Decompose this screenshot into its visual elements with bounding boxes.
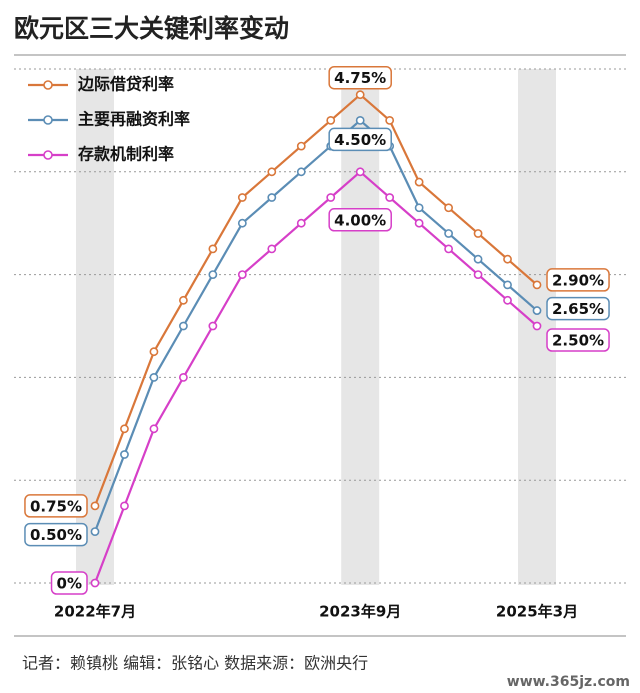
data-point: [473, 254, 483, 264]
value-label: 0.50%: [24, 522, 88, 547]
value-label-text: 2.50%: [552, 332, 604, 350]
data-point: [237, 193, 247, 202]
x-tick-label: 2022年7月: [54, 603, 136, 621]
data-point: [503, 254, 512, 264]
value-label: 0.75%: [24, 494, 88, 518]
value-label: 4.50%: [328, 127, 392, 152]
x-tick-label: 2023年9月: [319, 603, 401, 621]
x-tick-label: 2025年3月: [496, 603, 578, 621]
value-label-text: 4.00%: [334, 211, 386, 229]
value-label-text: 4.50%: [334, 131, 386, 149]
data-point: [296, 167, 306, 177]
data-point: [237, 270, 247, 279]
value-label-text: 2.65%: [552, 300, 604, 318]
data-point: [267, 244, 277, 254]
data-point: [532, 280, 542, 290]
watermark: www.365jz.com: [507, 674, 630, 690]
data-point: [414, 218, 424, 228]
value-label-text: 0.50%: [30, 526, 82, 544]
series-line: [93, 170, 538, 584]
data-point: [355, 116, 365, 125]
value-label-text: 0.75%: [30, 497, 82, 515]
data-point: [326, 193, 336, 202]
value-label: 0%: [50, 571, 88, 595]
legend-marker: [43, 150, 53, 160]
data-point: [149, 372, 159, 382]
series-line: [93, 118, 538, 532]
value-label: 4.75%: [328, 65, 392, 90]
value-label-box: [328, 127, 392, 152]
value-label-box: [546, 268, 610, 292]
legend-marker: [43, 115, 53, 125]
data-point: [503, 295, 512, 305]
data-point: [296, 218, 306, 228]
data-point: [90, 527, 100, 536]
legend-label: 边际借贷利率: [77, 75, 174, 94]
value-label-box: [24, 494, 88, 518]
data-point: [355, 167, 365, 177]
value-label-box: [546, 328, 610, 352]
value-label: 2.50%: [546, 328, 610, 352]
data-point: [473, 229, 483, 238]
legend-label: 存款机制利率: [78, 145, 174, 164]
data-point: [120, 424, 129, 434]
value-label-box: [328, 208, 392, 232]
value-label-box: [546, 296, 610, 321]
data-point: [473, 270, 483, 279]
data-point: [532, 306, 542, 315]
legend-label: 主要再融资利率: [78, 110, 190, 129]
data-point: [120, 501, 129, 511]
data-point: [208, 270, 218, 279]
data-point: [385, 116, 395, 125]
value-label: 2.65%: [546, 296, 610, 321]
data-point: [385, 193, 395, 202]
value-label-box: [328, 65, 392, 90]
data-point: [267, 193, 277, 202]
data-point: [444, 244, 453, 254]
data-point: [120, 450, 129, 459]
data-point: [237, 218, 247, 228]
footer-note: 记者：赖镇桃 编辑：张铭心 数据来源：欧洲央行: [22, 654, 368, 673]
data-point: [532, 321, 542, 331]
value-label-text: 0%: [57, 575, 82, 593]
data-point: [444, 229, 453, 238]
data-point: [414, 203, 424, 213]
data-point: [178, 372, 188, 382]
data-point: [208, 321, 218, 331]
data-point: [208, 244, 218, 254]
value-label: 2.90%: [546, 268, 610, 292]
data-point: [90, 578, 100, 588]
data-point: [178, 295, 188, 305]
series-line: [93, 93, 538, 507]
legend-marker: [43, 80, 53, 90]
data-point: [296, 141, 306, 151]
value-label-text: 4.75%: [334, 69, 386, 87]
chart-title: 欧元区三大关键利率变动: [14, 14, 289, 43]
data-point: [355, 90, 365, 100]
data-point: [444, 203, 453, 213]
data-point: [267, 167, 277, 177]
data-point: [326, 116, 336, 125]
data-point: [503, 280, 512, 290]
data-point: [149, 347, 159, 357]
category-band: [341, 69, 380, 585]
data-point: [178, 321, 188, 331]
value-label-box: [50, 571, 88, 595]
data-point: [414, 177, 424, 187]
data-point: [90, 501, 100, 511]
data-point: [149, 424, 159, 434]
value-label: 4.00%: [328, 208, 392, 232]
value-label-text: 2.90%: [552, 271, 604, 289]
value-label-box: [24, 522, 88, 547]
